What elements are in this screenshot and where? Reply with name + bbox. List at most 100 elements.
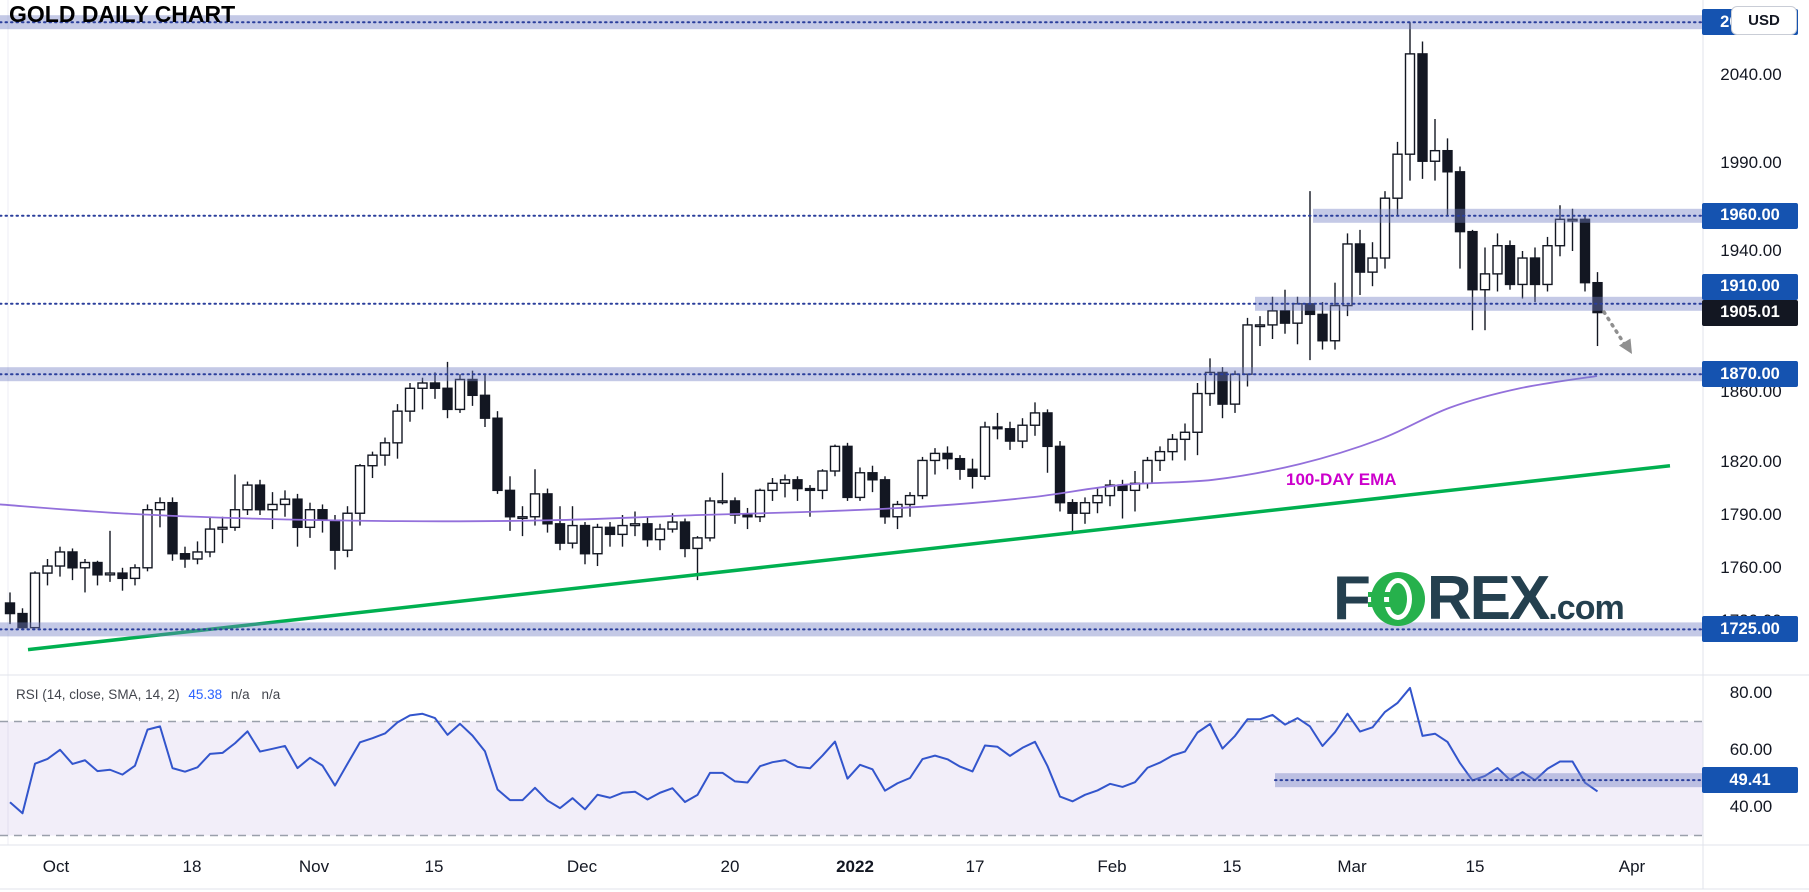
candle-down xyxy=(579,524,591,555)
candle-up xyxy=(267,503,278,511)
candle-down xyxy=(942,452,953,460)
rsi-legend-na1: n/a xyxy=(230,687,250,702)
candle-up xyxy=(717,500,728,504)
projection-arrow-head xyxy=(1619,338,1632,354)
forex-logo: F REX .com xyxy=(1333,564,1625,633)
candle-up xyxy=(104,572,116,576)
candle-down xyxy=(292,498,303,529)
candle-down xyxy=(254,484,266,511)
candle-down xyxy=(179,553,191,560)
time-axis[interactable]: Oct 18 Nov 15 Dec 20 2022 17 Feb 15 Mar 15 Apr xyxy=(0,845,1703,889)
candle-up xyxy=(1492,245,1503,275)
candle-down xyxy=(479,394,491,419)
current-price-badge: 1905.01 xyxy=(1702,299,1798,326)
logo-f-letter: F xyxy=(1333,564,1371,633)
candle-down xyxy=(879,479,891,518)
logo-o-bar-bottom xyxy=(1367,602,1394,607)
chart-title: GOLD DAILY CHART xyxy=(9,1,236,27)
candle-down xyxy=(729,500,741,516)
candle-down xyxy=(492,417,503,492)
candle-up xyxy=(1154,450,1166,462)
candle-up xyxy=(1379,197,1391,259)
rsi-legend-na2: n/a xyxy=(261,687,281,702)
candle-down xyxy=(1217,371,1228,405)
candle-up xyxy=(754,489,766,518)
time-axis-label: Feb xyxy=(1097,857,1127,876)
candle-down xyxy=(504,489,516,518)
candle-down xyxy=(4,602,16,615)
price-tick-label: 1820.00 xyxy=(1720,452,1782,472)
candle-up xyxy=(1092,494,1103,504)
candle-down xyxy=(1004,428,1016,442)
candle-up xyxy=(567,524,578,544)
ema-annotation-label: 100-DAY EMA xyxy=(1286,470,1397,489)
rsi-tick-label: 60.00 xyxy=(1729,740,1773,759)
candle-down xyxy=(804,487,816,492)
price-level-badge: 1910.00 xyxy=(1702,273,1798,300)
candle-up xyxy=(979,426,991,477)
candle-up xyxy=(529,493,541,518)
candle-down xyxy=(1529,257,1541,286)
candle-up xyxy=(779,479,791,485)
candle-down xyxy=(1467,230,1478,291)
candle-up xyxy=(192,551,203,560)
time-axis-label: Nov xyxy=(298,857,330,876)
candle-up xyxy=(817,470,828,492)
rsi-line xyxy=(9,686,1599,815)
candle-down xyxy=(17,612,28,629)
candle-up xyxy=(342,512,353,551)
candle-up xyxy=(1392,153,1403,199)
candle-up xyxy=(1229,373,1241,405)
rsi-tick-label: 40.00 xyxy=(1729,797,1773,816)
candle-up xyxy=(1104,484,1116,497)
candle-down xyxy=(1579,218,1591,284)
candle-down xyxy=(117,572,128,580)
logo-o-ring xyxy=(1383,578,1412,620)
currency-toggle-button[interactable]: USD xyxy=(1731,6,1797,35)
time-axis-label: 2022 xyxy=(836,857,874,876)
candle-down xyxy=(442,387,453,411)
candle-up xyxy=(1542,245,1553,286)
rsi-tick-label: 80.00 xyxy=(1729,683,1773,702)
time-axis-label: Mar xyxy=(1337,857,1367,876)
candle-up xyxy=(629,523,641,527)
candle-up xyxy=(417,382,428,389)
candle-up xyxy=(1554,218,1566,247)
rsi-legend: RSI (14, close, SMA, 14, 2) 45.38 n/a n/… xyxy=(16,687,288,702)
candle-down xyxy=(1067,501,1078,514)
price-level-badge: 1725.00 xyxy=(1702,616,1798,643)
candle-up xyxy=(79,561,91,569)
candle-down xyxy=(1417,53,1428,162)
candle-down xyxy=(867,472,878,481)
logo-o-coin-icon xyxy=(1367,572,1425,626)
candle-down xyxy=(467,378,478,397)
time-axis-label: 15 xyxy=(1222,857,1242,876)
candle-up xyxy=(917,459,928,497)
candle-down xyxy=(554,523,566,544)
candle-down xyxy=(792,479,803,490)
price-axis[interactable]: 2040.00 1990.00 1940.00 1860.00 1820.00 1790.… xyxy=(1702,0,1809,892)
time-axis-label: 18 xyxy=(182,857,202,876)
candle-up xyxy=(1192,392,1203,433)
price-tick-label: 1790.00 xyxy=(1720,505,1782,524)
candle-up xyxy=(1029,412,1041,426)
candle-up xyxy=(279,498,291,506)
time-axis-label: 15 xyxy=(424,857,444,876)
time-axis-label: 20 xyxy=(720,857,740,876)
candle-down xyxy=(1454,171,1466,233)
candle-up xyxy=(929,452,941,462)
trendline xyxy=(27,463,1671,652)
candle-up xyxy=(154,501,166,511)
candle-up xyxy=(1429,149,1441,162)
candle-down xyxy=(1054,445,1066,504)
candle-down xyxy=(92,561,103,576)
price-tick-label: 1760.00 xyxy=(1720,557,1782,577)
candle-up xyxy=(54,551,66,567)
price-tick-label: 1940.00 xyxy=(1720,241,1782,260)
price-level-badge: 1960.00 xyxy=(1702,202,1798,229)
candle-up xyxy=(392,410,403,444)
candle-down xyxy=(967,468,978,477)
time-axis-label: Apr xyxy=(1618,857,1646,876)
price-tick-label: 2040.00 xyxy=(1720,65,1782,84)
